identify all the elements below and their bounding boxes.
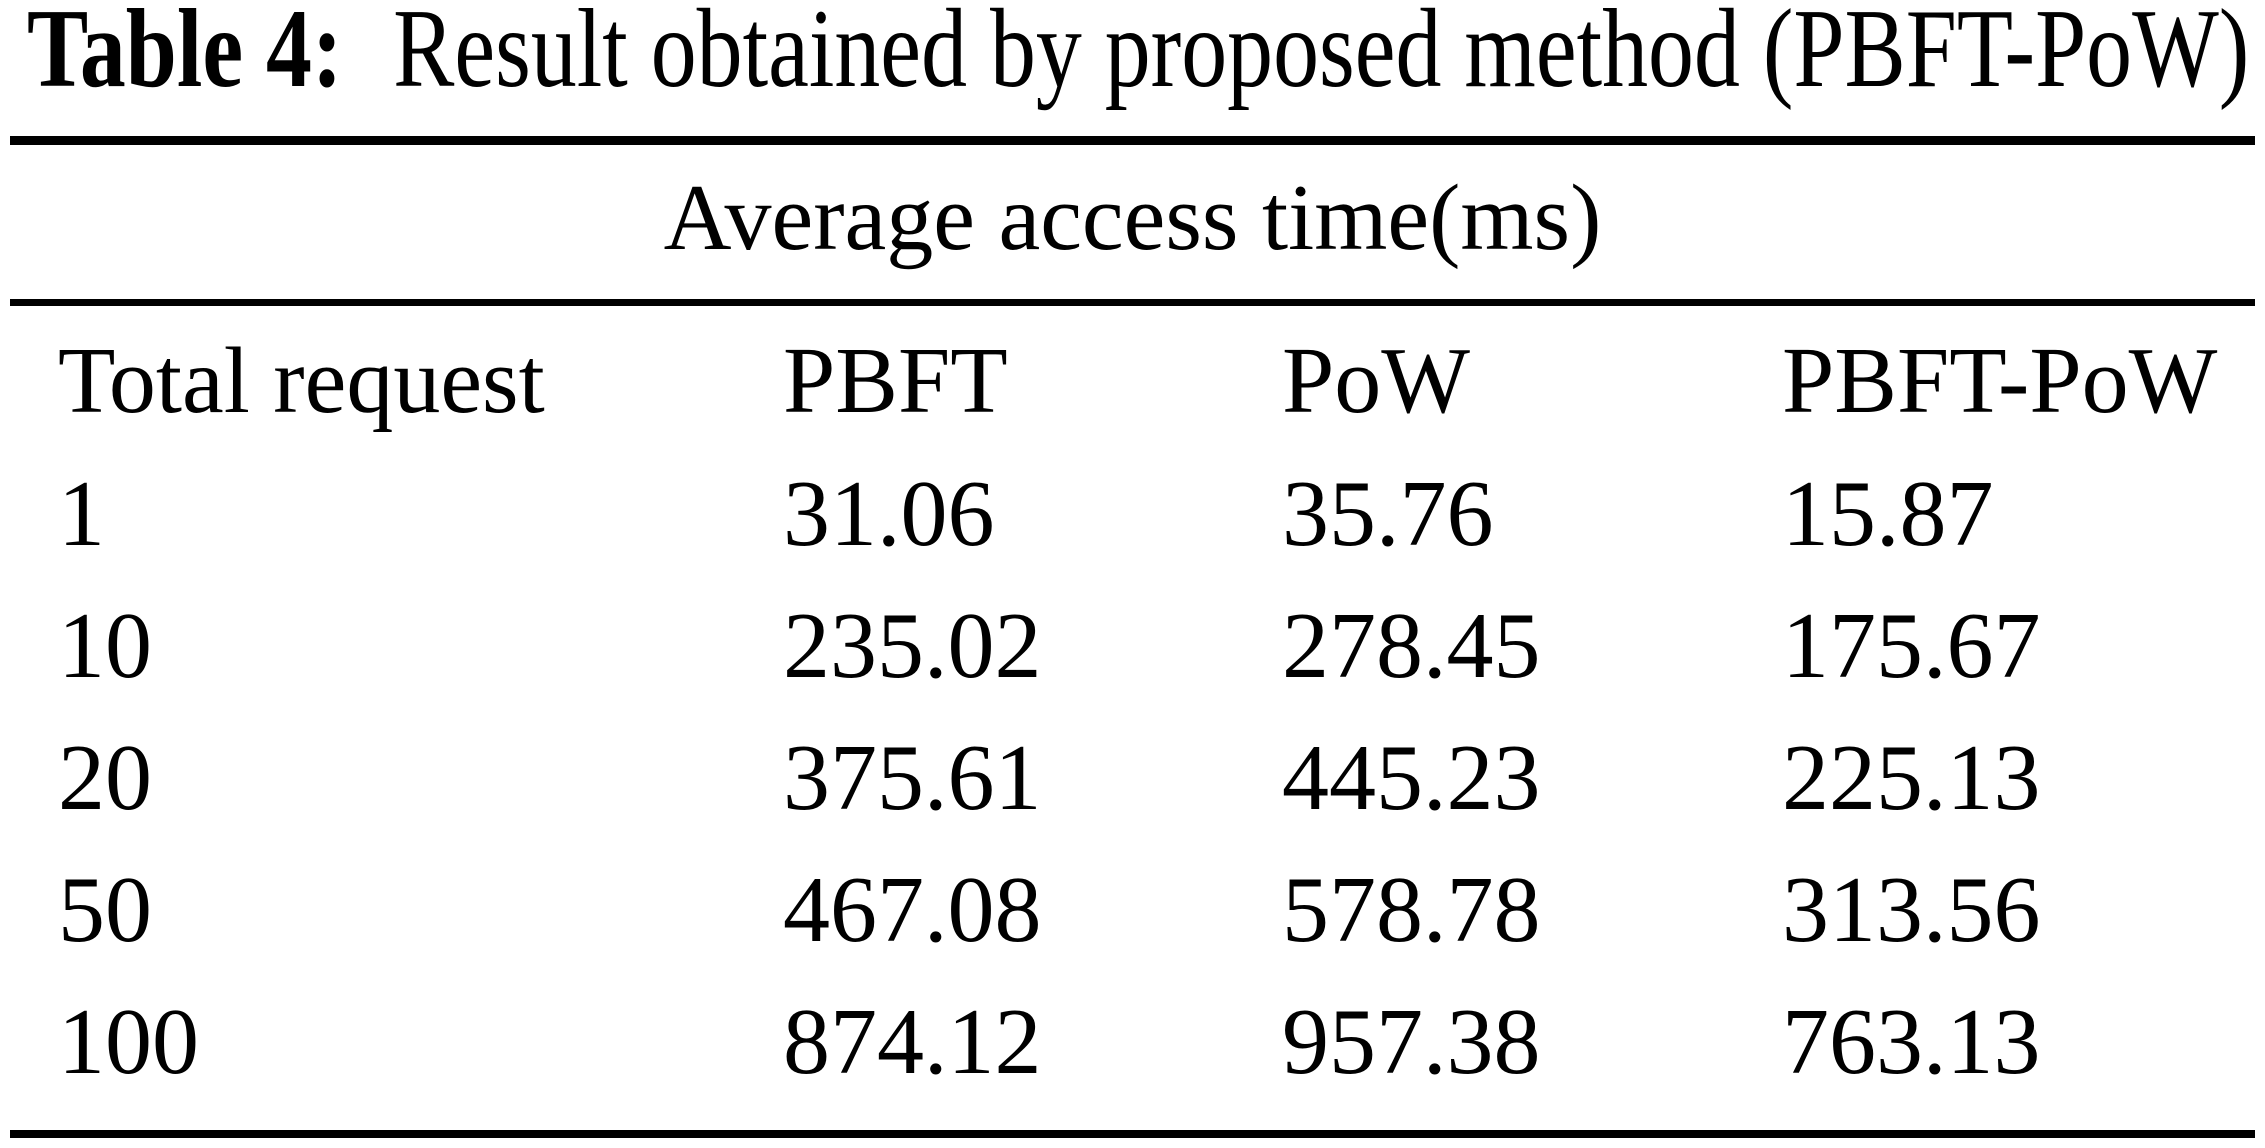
table-cell: 31.06 — [783, 462, 995, 566]
column-header-total-request: Total request — [58, 329, 545, 433]
table-row: 10 235.02 278.45 175.67 — [58, 599, 2260, 693]
table-cell: 467.08 — [783, 858, 1042, 962]
table-cell: 100 — [58, 990, 199, 1094]
table-cell: 15.87 — [1782, 462, 1994, 566]
table-cell: 578.78 — [1282, 858, 1541, 962]
table-caption-label: Table 4: — [27, 0, 343, 111]
table-cell: 35.76 — [1282, 462, 1494, 566]
column-header-pow: PoW — [1282, 329, 1470, 433]
table-cell: 20 — [58, 726, 152, 830]
table-header-row: Total request PBFT PoW PBFT-PoW — [58, 334, 2260, 428]
table-cell: 375.61 — [783, 726, 1042, 830]
table-cell: 1 — [58, 462, 105, 566]
table-row: 1 31.06 35.76 15.87 — [58, 467, 2260, 561]
table-top-rule — [10, 136, 2255, 145]
table-cell: 445.23 — [1282, 726, 1541, 830]
table-cell: 50 — [58, 858, 152, 962]
table-row: 100 874.12 957.38 763.13 — [58, 995, 2260, 1089]
table-span-header: Average access time(ms) — [663, 166, 1602, 270]
table-caption-text: Result obtained by proposed method (PBFT… — [393, 0, 2250, 111]
table-cell: 175.67 — [1782, 594, 2041, 698]
table-cell: 225.13 — [1782, 726, 2041, 830]
column-header-pbft-pow: PBFT-PoW — [1782, 329, 2218, 433]
table-bottom-rule — [10, 1130, 2255, 1138]
table-cell: 957.38 — [1282, 990, 1541, 1094]
table-row: 20 375.61 445.23 225.13 — [58, 731, 2260, 825]
table-cell: 278.45 — [1282, 594, 1541, 698]
table-cell: 10 — [58, 594, 152, 698]
table-cell: 235.02 — [783, 594, 1042, 698]
column-header-pbft: PBFT — [783, 329, 1008, 433]
table-caption: Table 4: Result obtained by proposed meth… — [27, 0, 2249, 105]
table-cell: 874.12 — [783, 990, 1042, 1094]
table-cell: 313.56 — [1782, 858, 2041, 962]
table-cell: 763.13 — [1782, 990, 2041, 1094]
table-mid-rule — [10, 299, 2255, 306]
table-row: 50 467.08 578.78 313.56 — [58, 863, 2260, 957]
